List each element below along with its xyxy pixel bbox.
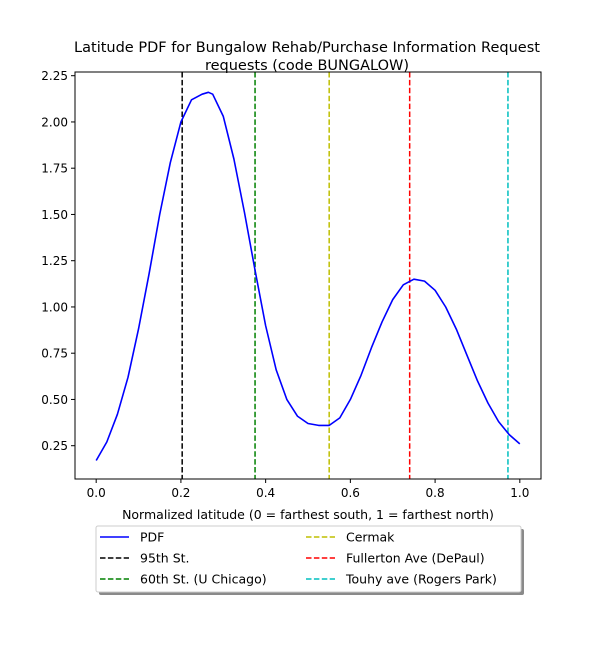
x-axis-label: Normalized latitude (0 = farthest south,… [122,507,494,522]
legend-label-3: Cermak [346,530,395,545]
series-line-0 [95,91,521,461]
y-tick-label-6: 1.75 [41,162,68,176]
y-tick-label-8: 2.25 [41,69,68,83]
y-tick-label-5: 1.50 [41,208,68,222]
x-tick-label-3: 0.6 [341,486,360,500]
legend-label-5: Touhy ave (Rogers Park) [345,572,497,587]
x-tick-label-2: 0.4 [256,486,275,500]
plot-area: 0.0 0.2 0.4 0.6 0.8 1.0 0.25 0.50 0.75 1.00 1.25 1.… [41,69,542,500]
y-tick-label-2: 0.75 [41,347,68,361]
x-tick-label-1: 0.2 [171,486,190,500]
axes-frame [74,71,542,480]
chart-title-line-1: Latitude PDF for Bungalow Rehab/Purchase… [74,40,540,56]
x-tick-label-5: 1.0 [510,486,529,500]
legend-box [95,525,522,593]
y-tick-label-1: 0.50 [41,393,68,407]
legend-label-0: PDF [140,530,164,545]
legend: PDF 95th St. 60th St. (U Chicago) Cermak Ful… [95,525,524,595]
x-tick-label-4: 0.8 [426,486,445,500]
x-tick-label-0: 0.0 [87,486,106,500]
chart-title: Latitude PDF for Bungalow Rehab/Purchase… [74,40,540,74]
legend-label-1: 95th St. [140,551,190,566]
legend-label-4: Fullerton Ave (DePaul) [346,551,485,566]
y-tick-label-7: 2.00 [41,115,68,129]
y-tick-label-3: 1.00 [41,300,68,314]
y-tick-label-0: 0.25 [41,439,68,453]
chart-title-line-2: requests (code BUNGALOW) [205,58,409,74]
y-tick-label-4: 1.25 [41,254,68,268]
legend-label-2: 60th St. (U Chicago) [140,572,267,587]
